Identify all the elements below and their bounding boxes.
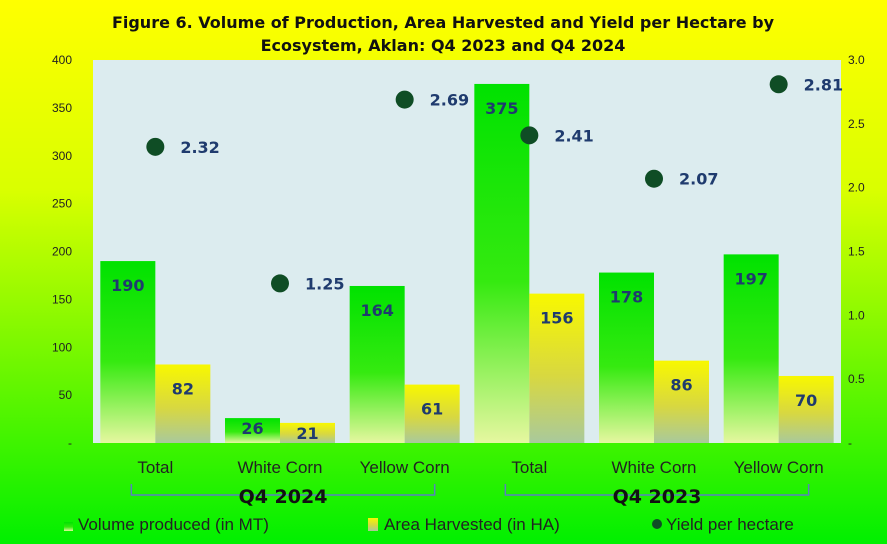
left-tick-label: 350 [52,101,72,115]
right-tick-label: 1.0 [848,308,865,322]
plot-area [93,60,841,443]
volume-value-label: 197 [734,269,767,288]
yield-value-label: 1.25 [305,274,344,293]
bar-series: 190 82 26 21 164 61 375 156 178 86 197 70 [100,83,834,443]
right-tick-label: 3.0 [848,53,865,67]
yield-point [146,137,165,156]
category-label: Yellow Corn [360,458,450,477]
volume-bar [349,285,405,443]
legend-volume-label: Volume produced (in MT) [78,515,269,534]
group-labels: Q4 2024 Q4 2023 [130,484,810,508]
category-label: Total [137,458,173,477]
area-value-label: 82 [172,379,194,398]
area-value-label: 21 [296,424,318,443]
right-tick-label: - [848,436,852,450]
volume-value-label: 26 [241,419,263,438]
yield-series: 2.32 1.25 2.69 2.41 2.07 2.81 [146,75,843,293]
category-labels: Total White Corn Yellow Corn Total White Cor… [137,458,823,477]
group-bracket [130,484,436,496]
left-tick-label: 400 [52,53,72,67]
volume-bar [723,254,779,443]
volume-value-label: 190 [111,276,144,295]
left-tick-label: 100 [52,340,72,354]
right-y-axis: - 0.5 1.0 1.5 2.0 2.5 3.0 [848,53,865,450]
yield-point [520,126,539,145]
right-tick-label: 2.0 [848,181,865,195]
yield-value-label: 2.41 [554,126,593,145]
yield-point [769,75,788,94]
volume-value-label: 178 [610,288,643,307]
left-tick-label: 300 [52,149,72,163]
left-tick-label: 50 [59,388,73,402]
left-tick-label: - [68,436,72,450]
legend: Volume produced (in MT) Area Harvested (i… [64,515,794,534]
legend-area-label: Area Harvested (in HA) [384,515,560,534]
area-bar [778,375,834,443]
area-bar [654,360,709,443]
left-tick-label: 250 [52,197,72,211]
yield-value-label: 2.69 [430,91,469,110]
area-bar [280,422,335,443]
area-value-label: 70 [795,391,817,410]
legend-yield-marker [652,519,662,529]
left-tick-label: 150 [52,292,72,306]
legend-yield-label: Yield per hectare [666,515,794,534]
right-tick-label: 1.5 [848,245,865,259]
area-value-label: 156 [540,309,573,328]
area-bar [155,364,211,443]
group-label: Q4 2024 [239,486,328,508]
group-label: Q4 2023 [613,486,702,508]
right-tick-label: 2.5 [848,117,865,131]
volume-value-label: 375 [485,99,518,118]
group-bracket [504,484,810,496]
volume-value-label: 164 [360,301,393,320]
legend-volume-swatch [64,522,73,531]
category-label: Yellow Corn [734,458,824,477]
yield-point [645,169,663,188]
yield-value-label: 2.07 [679,170,718,189]
chart-title-line2: Ecosystem, Aklan: Q4 2023 and Q4 2024 [261,36,626,55]
volume-bar [225,418,280,443]
yield-value-label: 2.32 [180,138,219,157]
yield-value-label: 2.81 [804,75,843,94]
area-value-label: 61 [421,400,443,419]
area-bar [529,293,585,443]
legend-area-swatch [368,518,378,531]
right-tick-label: 0.5 [848,372,865,386]
area-value-label: 86 [670,376,692,395]
left-y-axis: - 50 100 150 200 250 300 350 400 [52,53,72,450]
category-label: White Corn [237,458,322,477]
volume-bar [599,272,654,443]
category-label: Total [511,458,547,477]
yield-point [271,274,289,293]
volume-bar [474,83,530,443]
chart-title-line1: Figure 6. Volume of Production, Area Har… [112,13,775,32]
volume-bar [100,261,156,443]
area-bar [404,384,460,443]
left-tick-label: 200 [52,245,72,259]
yield-point [395,90,414,109]
category-label: White Corn [611,458,696,477]
